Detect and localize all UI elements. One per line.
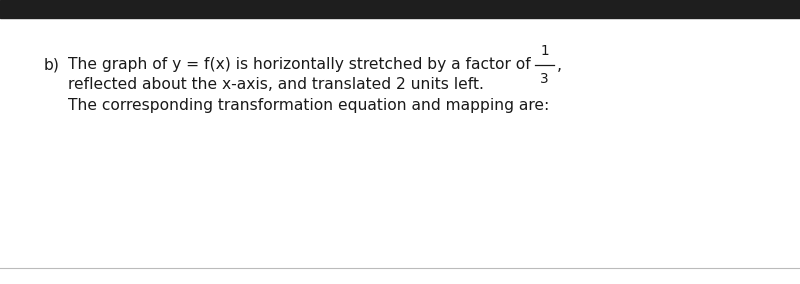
Text: 3: 3: [540, 72, 549, 86]
Text: b): b): [44, 57, 60, 72]
Text: 1: 1: [540, 44, 549, 59]
Text: The graph of y = f(x) is horizontally stretched by a factor of: The graph of y = f(x) is horizontally st…: [68, 57, 536, 72]
Text: reflected about the x-axis, and translated 2 units left.: reflected about the x-axis, and translat…: [68, 78, 484, 93]
Text: The corresponding transformation equation and mapping are:: The corresponding transformation equatio…: [68, 97, 550, 112]
Text: ,: ,: [557, 57, 562, 72]
